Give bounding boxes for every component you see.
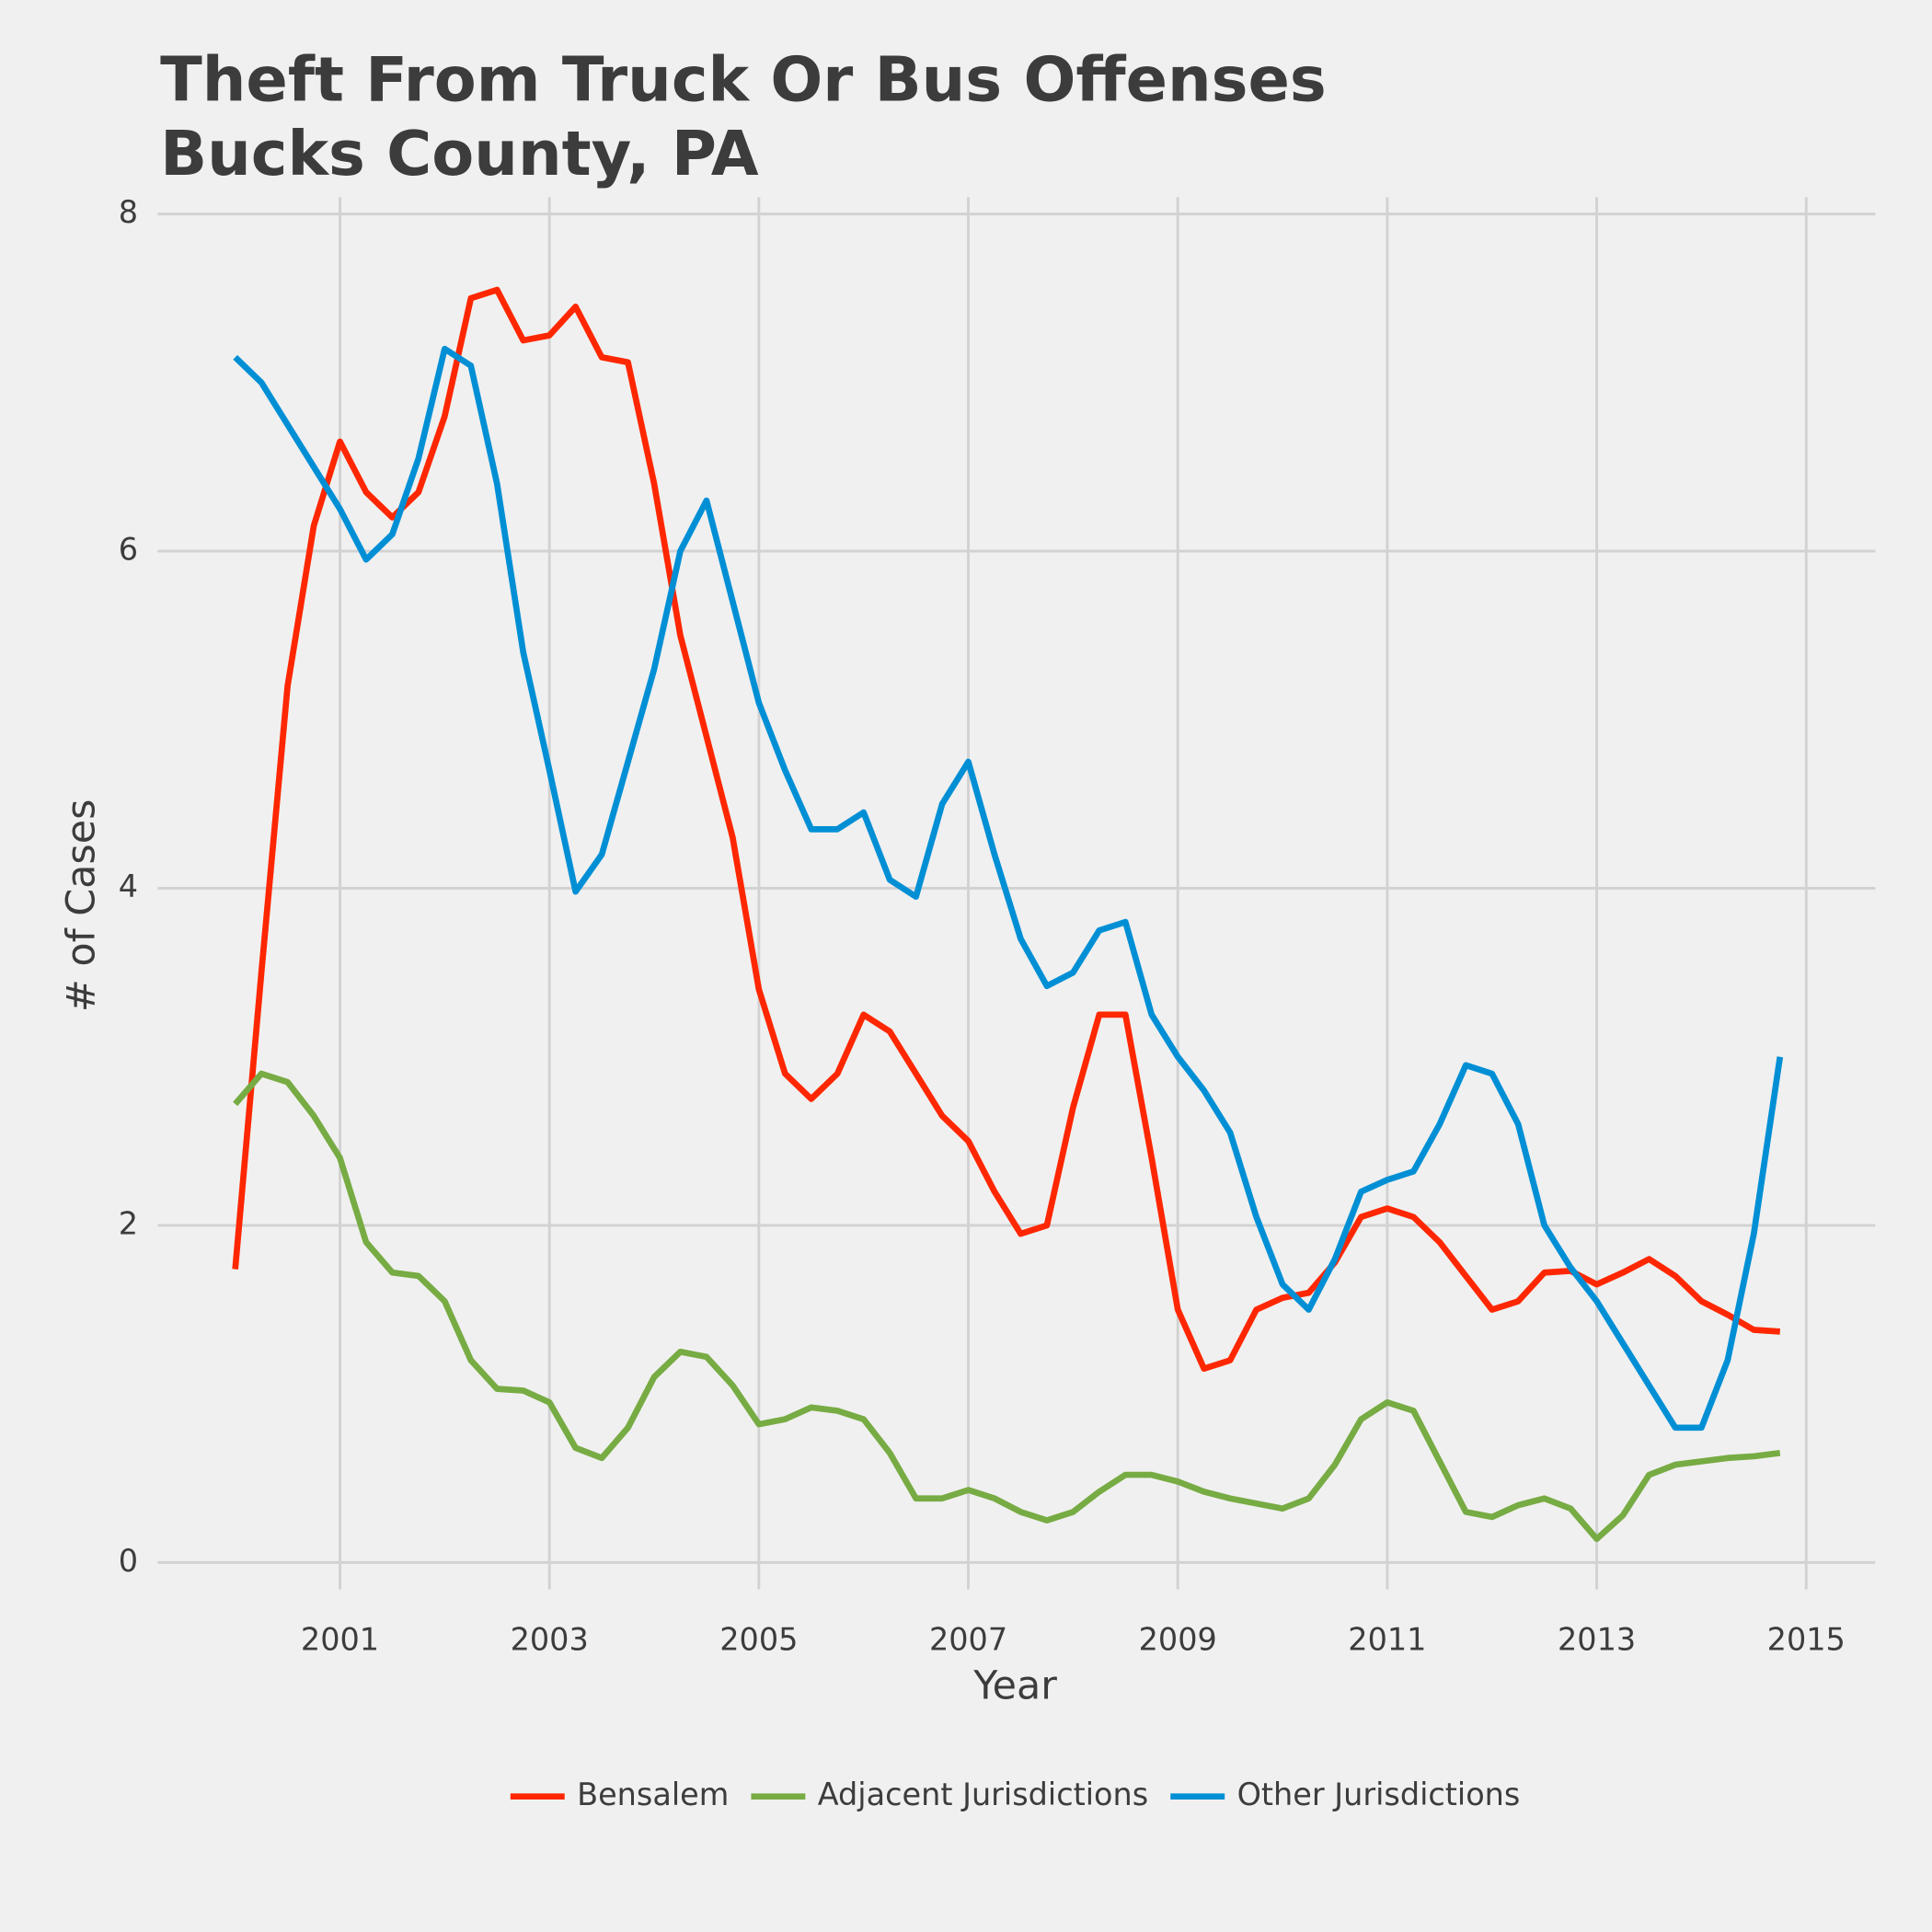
x-tick-label: 2015: [1767, 1621, 1846, 1657]
legend: Bensalem Adjacent Jurisdictions Other Juri…: [510, 1777, 1520, 1812]
legend-item: Bensalem: [510, 1777, 729, 1812]
x-tick-label: 2009: [1139, 1621, 1217, 1657]
legend-label: Bensalem: [577, 1777, 729, 1812]
x-tick-label: 2011: [1348, 1621, 1426, 1657]
data-line: [233, 345, 1784, 1432]
chart-title: Bucks County, PA: [160, 118, 759, 190]
data-line: [233, 1070, 1781, 1543]
legend-item: Other Jurisdictions: [1170, 1777, 1520, 1812]
y-tick-label: 8: [119, 194, 138, 230]
x-tick-label: 2013: [1558, 1621, 1636, 1657]
x-tick-label: 2003: [511, 1621, 589, 1657]
x-tick-label: 2007: [929, 1621, 1007, 1657]
data-line: [232, 286, 1781, 1373]
x-axis-label: Year: [972, 1662, 1057, 1708]
x-tick-label: 2005: [719, 1621, 798, 1657]
legend-label: Adjacent Jurisdictions: [818, 1777, 1148, 1812]
x-tick-label: 2001: [301, 1621, 379, 1657]
legend-item: Adjacent Jurisdictions: [751, 1777, 1148, 1812]
y-axis-label: # of Cases: [59, 799, 105, 1013]
y-tick-label: 4: [119, 868, 138, 904]
legend-label: Other Jurisdictions: [1237, 1777, 1521, 1812]
y-tick-label: 0: [119, 1543, 138, 1579]
y-tick-label: 2: [119, 1205, 138, 1241]
grid: [157, 197, 1876, 1590]
chart-title: Theft From Truck Or Bus Offenses: [160, 44, 1327, 116]
y-tick-label: 6: [119, 532, 138, 568]
